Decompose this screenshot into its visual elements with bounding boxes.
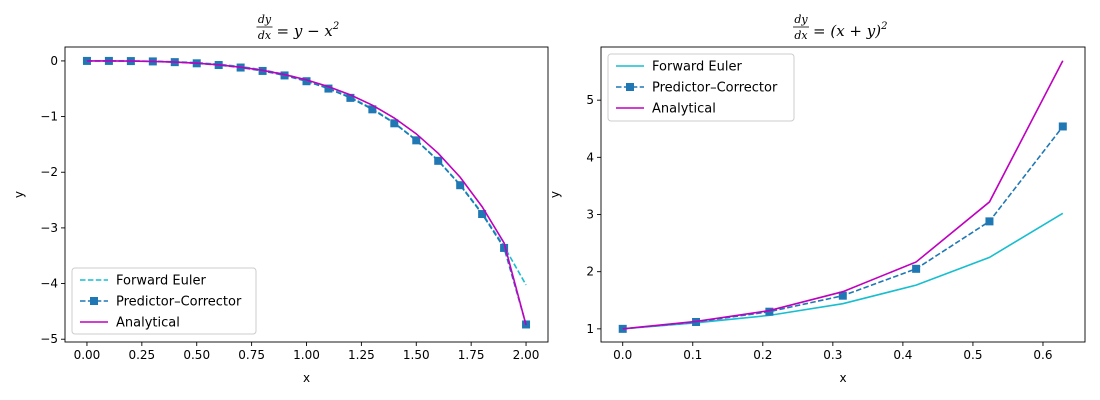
chart-title: dy dx = (x + y)2 [793, 13, 887, 42]
series-forward-euler [622, 212, 1064, 330]
series-analytical [86, 60, 527, 326]
x-tick-label: 1.50 [403, 348, 430, 362]
data-point [500, 243, 509, 252]
data-point [456, 181, 465, 190]
series-analytical [622, 60, 1064, 330]
x-tick-label: 0.75 [238, 348, 265, 362]
series-line [622, 212, 1064, 330]
title-rhs: = (x + y)2 [813, 21, 887, 40]
x-tick-label: 1.75 [458, 348, 485, 362]
x-tick-label: 0.0 [613, 348, 632, 362]
legend-marker [626, 83, 634, 91]
title-denominator: dx [794, 29, 808, 42]
x-tick-label: 0.4 [893, 348, 912, 362]
series-line [86, 60, 527, 286]
data-point [838, 291, 847, 300]
x-tick-label: 0.5 [963, 348, 982, 362]
data-point [478, 210, 487, 219]
data-point [434, 156, 443, 165]
y-axis-label: y [12, 191, 26, 198]
title-superscript: 2 [332, 21, 339, 32]
series-line [86, 60, 527, 326]
data-point [324, 84, 333, 93]
x-tick-label: 0.50 [183, 348, 210, 362]
legend: Forward Euler Predictor–Corrector Analytic… [607, 53, 795, 122]
x-tick-label: 2.00 [513, 348, 540, 362]
y-tick-label: −2 [40, 165, 58, 179]
legend-label: Forward Euler [652, 60, 742, 75]
y-tick-label: 0 [50, 54, 58, 68]
title-denominator: dx [258, 29, 272, 42]
legend-label: Predictor–Corrector [652, 81, 778, 96]
data-point [280, 71, 289, 80]
legend-marker [90, 297, 98, 305]
data-point [765, 307, 774, 316]
chart-left: dy dx = y − x2 0.00 0.25 0.50 0.75 1.00 1.25 1.50… [12, 13, 549, 385]
x-tick-label: 1.00 [293, 348, 320, 362]
series-predictor-corrector [618, 122, 1067, 333]
legend-label: Analytical [652, 102, 716, 117]
y-tick-label: 2 [586, 265, 594, 279]
y-tick-label: 4 [586, 150, 594, 164]
plot-frame [600, 46, 1086, 343]
y-tick-label: −5 [40, 332, 58, 346]
x-tick-label: 0.1 [683, 348, 702, 362]
data-point [346, 93, 355, 102]
data-point [302, 77, 311, 86]
title-rhs: = y − x2 [277, 21, 340, 40]
legend-box [71, 267, 257, 335]
x-tick-label: 1.25 [348, 348, 375, 362]
legend-label: Predictor–Corrector [116, 295, 242, 310]
title-numerator: dy [258, 13, 272, 26]
legend: Forward Euler Predictor–Corrector Analytic… [71, 267, 257, 335]
y-tick-label: −4 [40, 277, 58, 291]
y-axis-label: y [548, 191, 562, 198]
chart-title: dy dx = y − x2 [256, 13, 340, 42]
data-point [912, 264, 921, 273]
x-tick-label: 0.00 [74, 348, 101, 362]
x-axis-label: x [839, 371, 846, 385]
data-point [368, 105, 377, 114]
x-tick-label: 0.3 [823, 348, 842, 362]
title-numerator: dy [794, 13, 808, 26]
x-tick-label: 0.2 [753, 348, 772, 362]
y-tick-label: 5 [586, 93, 594, 107]
y-tick-label: −3 [40, 221, 58, 235]
data-point [1058, 122, 1067, 131]
legend-label: Analytical [116, 316, 180, 331]
legend-box [607, 53, 795, 122]
x-tick-label: 0.25 [128, 348, 155, 362]
data-point [412, 136, 421, 145]
y-tick-label: −1 [40, 110, 58, 124]
x-tick-label: 0.6 [1033, 348, 1052, 362]
series-line [622, 60, 1064, 330]
y-tick-label: 3 [586, 208, 594, 222]
series-forward-euler [86, 60, 527, 286]
legend-label: Forward Euler [116, 274, 206, 289]
data-point [390, 119, 399, 128]
title-superscript: 2 [880, 21, 887, 32]
y-tick-label: 1 [586, 322, 594, 336]
x-axis-label: x [303, 371, 310, 385]
data-point [985, 217, 994, 226]
chart-right: dy dx = (x + y)2 0.0 0.1 0.2 0.3 0.4 0.5 0.6 1 2 3 4 5… [548, 13, 1086, 385]
